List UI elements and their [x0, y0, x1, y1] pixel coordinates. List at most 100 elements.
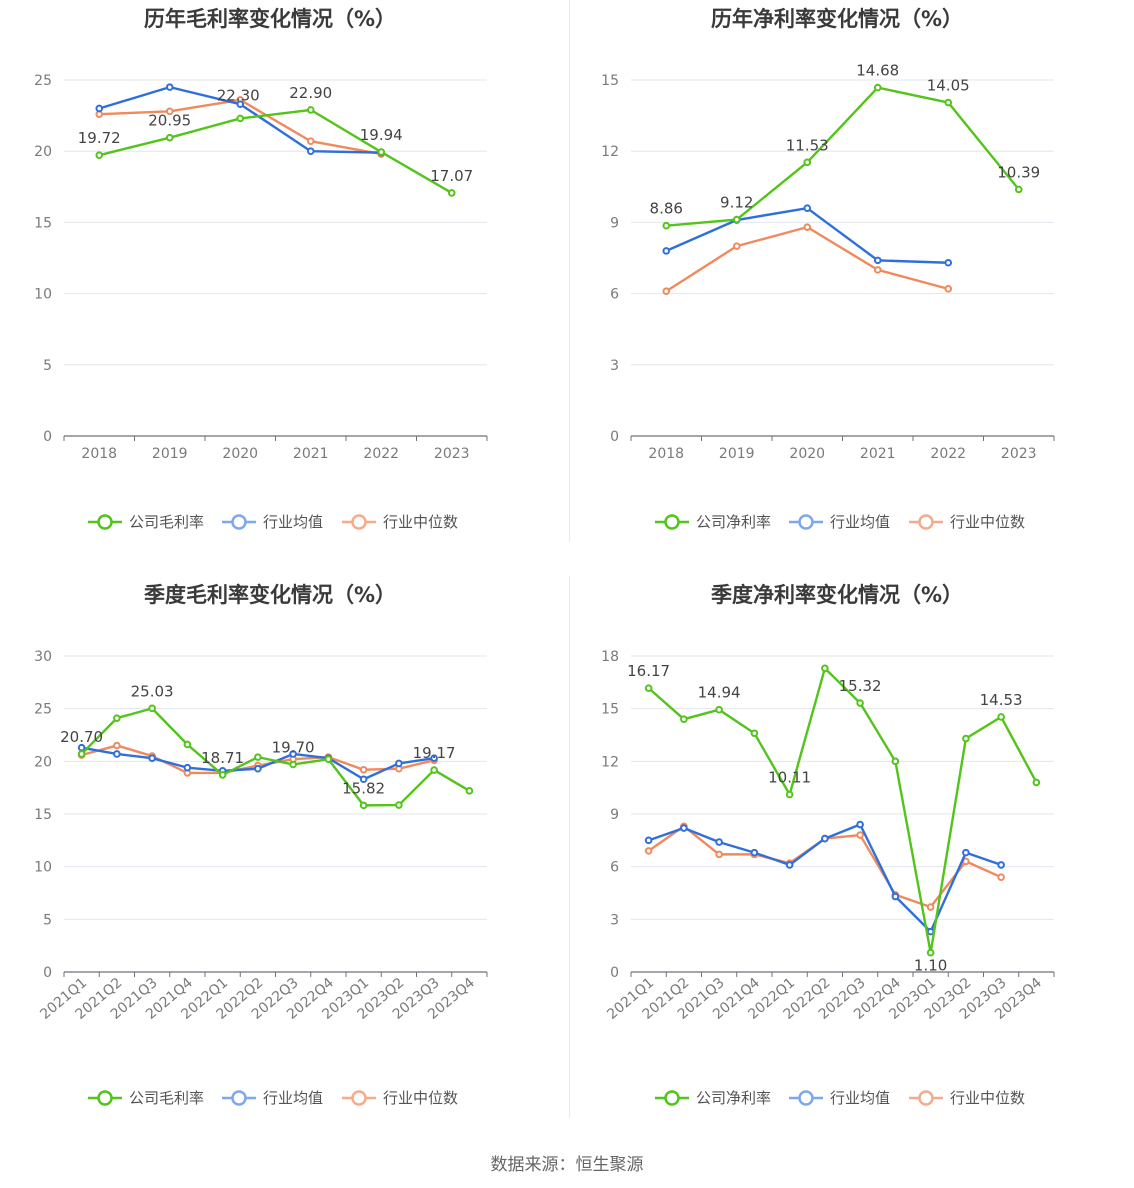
y-tick-label: 5	[43, 358, 52, 374]
data-point-company	[644, 684, 653, 692]
data-label: 15.32	[839, 677, 882, 695]
data-point-company	[997, 713, 1005, 721]
legend-label: 公司毛利率	[129, 1089, 204, 1107]
legend-item-avg[interactable]: 行业均值	[222, 513, 323, 531]
data-label: 22.30	[217, 86, 260, 104]
data-label: 8.86	[650, 200, 683, 218]
y-tick-label: 6	[610, 287, 619, 303]
data-label: 15.82	[342, 779, 385, 797]
y-tick-label: 5	[43, 912, 52, 928]
data-point-avg	[962, 848, 970, 857]
y-tick-label: 3	[610, 912, 619, 928]
series-line-company	[666, 86, 1020, 227]
data-label: 19.17	[413, 744, 456, 762]
legend-item-company[interactable]: 公司毛利率	[88, 1089, 204, 1107]
chart-title: 季度净利率变化情况（%）	[711, 583, 963, 607]
legend-item-median[interactable]: 行业中位数	[342, 1089, 458, 1107]
legend-label: 行业均值	[263, 1089, 323, 1107]
data-point-median	[997, 873, 1005, 882]
legend-marker	[97, 514, 113, 530]
y-tick-label: 9	[610, 215, 619, 231]
legend-marker	[231, 1090, 247, 1106]
y-tick-label: 6	[610, 860, 619, 876]
x-tick-label: 2020	[222, 446, 258, 462]
legend-item-avg[interactable]: 行业均值	[789, 513, 890, 531]
data-point-avg	[359, 775, 368, 784]
data-point-avg	[856, 820, 864, 829]
data-point-company	[306, 106, 315, 114]
x-tick-label: 2023	[1001, 446, 1037, 462]
legend-item-company[interactable]: 公司净利率	[655, 1089, 771, 1107]
data-point-avg	[680, 824, 688, 832]
y-tick-label: 15	[601, 73, 619, 89]
legend-item-avg[interactable]: 行业均值	[789, 1089, 890, 1107]
legend-marker	[351, 514, 367, 530]
legend-label: 行业均值	[263, 513, 323, 531]
legend-label: 行业均值	[830, 1089, 890, 1107]
legend-item-median[interactable]: 行业中位数	[342, 513, 458, 531]
legend-marker	[798, 514, 814, 530]
data-point-company	[359, 801, 368, 810]
chart-annual-gross: 历年毛利率变化情况（%） 0 5 10 15 20 25 2018 2019 2020 2021 20…	[0, 0, 567, 576]
data-point-avg	[750, 848, 759, 857]
series-line-company	[647, 667, 1038, 954]
data-point-avg	[803, 204, 812, 212]
data-point-company	[465, 787, 474, 795]
data-point-company	[680, 715, 688, 723]
data-point-company	[821, 664, 829, 673]
data-label: 20.70	[60, 728, 103, 746]
data-point-median	[944, 285, 953, 293]
y-tick-label: 15	[34, 215, 52, 231]
y-tick-label: 25	[34, 702, 52, 718]
data-point-avg	[236, 100, 245, 109]
x-tick-label: 2021	[860, 446, 896, 462]
data-point-median	[856, 831, 864, 839]
data-label: 16.17	[627, 662, 670, 680]
legend-item-company[interactable]: 公司毛利率	[88, 513, 204, 531]
data-label: 20.95	[148, 112, 191, 130]
data-point-company	[218, 771, 227, 779]
data-label: 17.07	[430, 167, 473, 185]
data-point-median	[644, 847, 653, 855]
data-point-company	[430, 766, 438, 774]
chart-svg-quarterly-net: 季度净利率变化情况（%）03691215182021Q12021Q22021Q3…	[601, 583, 1055, 1107]
data-point-company	[662, 221, 671, 230]
data-point-company	[324, 755, 333, 764]
data-label: 25.03	[131, 682, 174, 700]
x-tick-label: 2018	[81, 446, 117, 462]
legend-label: 公司净利率	[696, 513, 771, 531]
source-note: 数据来源：恒生聚源	[490, 1155, 644, 1175]
data-point-median	[306, 137, 315, 146]
data-point-company	[873, 83, 882, 92]
y-tick-label: 3	[610, 358, 619, 374]
y-tick-label: 15	[34, 807, 52, 823]
y-tick-label: 25	[34, 73, 52, 89]
y-tick-label: 20	[34, 144, 52, 160]
data-point-avg	[254, 764, 262, 773]
data-label: 19.94	[360, 126, 403, 144]
data-point-avg	[395, 759, 403, 768]
data-point-avg	[644, 836, 653, 845]
legend-item-median[interactable]: 行业中位数	[909, 513, 1025, 531]
data-point-avg	[944, 258, 953, 267]
data-point-company	[962, 734, 970, 743]
legend-label: 行业中位数	[950, 513, 1025, 531]
data-label: 19.72	[78, 129, 121, 147]
y-tick-label: 12	[601, 754, 619, 770]
data-point-avg	[821, 834, 829, 843]
data-label: 14.68	[856, 62, 899, 80]
legend-item-median[interactable]: 行业中位数	[909, 1089, 1025, 1107]
data-point-median	[732, 242, 741, 250]
legend-item-avg[interactable]: 行业均值	[222, 1089, 323, 1107]
data-point-avg	[430, 754, 438, 762]
legend-item-company[interactable]: 公司净利率	[655, 513, 771, 531]
legend-label: 行业中位数	[383, 513, 458, 531]
data-point-median	[359, 765, 368, 774]
legend-label: 行业中位数	[950, 1089, 1025, 1107]
data-point-company	[856, 699, 864, 707]
x-tick-label: 2018	[648, 446, 684, 462]
data-point-avg	[715, 838, 723, 846]
y-tick-label: 10	[34, 860, 52, 876]
legend-label: 公司净利率	[696, 1089, 771, 1107]
data-point-avg	[165, 83, 174, 91]
